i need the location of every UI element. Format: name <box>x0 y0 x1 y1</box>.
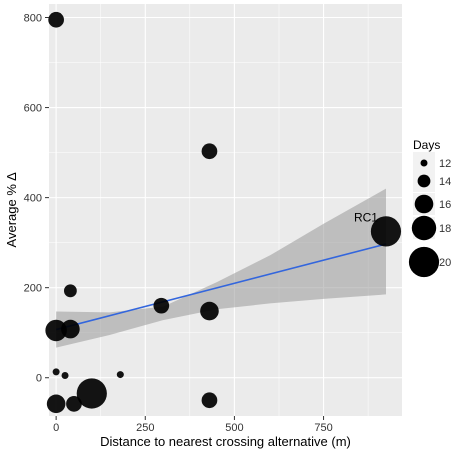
data-point <box>48 11 64 28</box>
data-point <box>76 378 107 409</box>
x-tick-label: 500 <box>225 422 243 434</box>
data-point <box>370 216 402 247</box>
confidence-band <box>56 188 386 348</box>
data-point <box>200 301 219 321</box>
y-tick-label: 200 <box>24 283 42 295</box>
legend-key-circle <box>417 174 431 188</box>
legend-key-circle <box>420 159 428 167</box>
legend-label: 12 <box>439 158 451 170</box>
legend-key-circle <box>408 246 440 278</box>
y-axis-title: Average % ∆ <box>4 172 19 247</box>
x-tick-label: 250 <box>136 422 154 434</box>
x-tick-label: 0 <box>53 422 59 434</box>
annotation-label: RC1 <box>354 210 378 224</box>
data-point <box>46 394 66 414</box>
data-point <box>45 319 67 342</box>
data-point <box>201 392 218 409</box>
y-tick-label: 400 <box>24 193 42 205</box>
data-point <box>61 319 80 339</box>
y-tick-label: 600 <box>24 103 42 115</box>
data-point <box>61 371 69 379</box>
legend-label: 18 <box>439 223 451 235</box>
x-axis-title: Distance to nearest crossing alternative… <box>100 434 351 449</box>
data-point <box>153 297 170 314</box>
legend-title: Days <box>413 138 440 152</box>
y-tick-label: 800 <box>24 13 42 25</box>
data-point <box>63 284 77 298</box>
plot-panel <box>49 4 402 416</box>
legend-label: 20 <box>439 257 451 269</box>
legend-label: 14 <box>439 176 451 188</box>
data-point <box>116 371 124 379</box>
legend-label: 16 <box>439 199 451 211</box>
data-point <box>201 143 218 160</box>
legend-key-circle <box>411 215 437 241</box>
x-tick-label: 750 <box>314 422 332 434</box>
trend-line <box>55 243 387 331</box>
y-tick-label: 0 <box>36 373 42 385</box>
legend-key-circle <box>414 194 434 214</box>
data-point <box>52 368 60 376</box>
data-point <box>66 395 82 412</box>
